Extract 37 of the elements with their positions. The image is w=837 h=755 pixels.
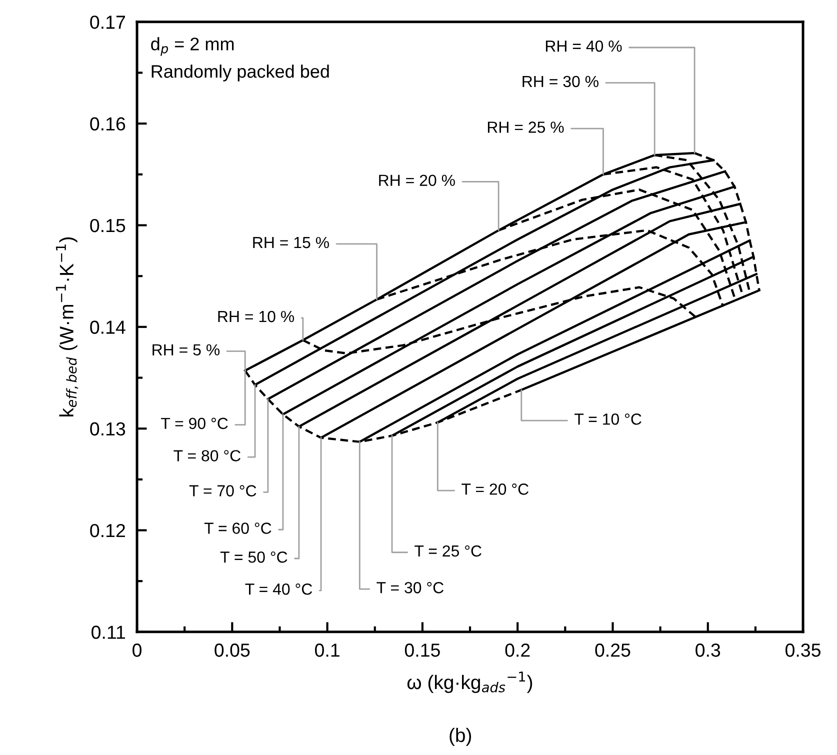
text: (b) (450, 728, 472, 746)
text: T = 20 °C (462, 484, 528, 495)
text: T = 80 °C (174, 450, 240, 462)
annotation: Randomly packed bed (152, 64, 329, 82)
text: RH = 30 % (522, 76, 598, 88)
x-tick-label: 0.3 (696, 644, 720, 657)
y-tick-label: 0.15 (90, 218, 126, 232)
text: T = 30 °C (376, 582, 444, 594)
y-tick-label: 0.13 (90, 422, 126, 436)
x-axis-title: ω (kg·kg$_{ads}$$^{−1}$) (407, 672, 532, 694)
x-tick-label: 0.35 (786, 644, 820, 657)
text: T = 70 °C (189, 485, 256, 496)
x-tick-label: 0.15 (404, 644, 440, 657)
x-tick-label: 0 (132, 644, 142, 657)
text: RH = 20 % (379, 174, 455, 186)
text: T = 10 °C (574, 413, 642, 425)
text: T = 50 °C (220, 551, 288, 563)
y-tick-label: 0.14 (90, 320, 126, 334)
y-axis-title: k$_{eff,bed}$ (W·m$^{−1}$·K$^{−1}$) (56, 237, 78, 416)
y-tick-label: 0.17 (90, 16, 125, 29)
y-tick-label: 0.11 (92, 626, 125, 639)
series-label: RH = 10 % (218, 310, 294, 322)
y-tick-label: 0.16 (90, 117, 126, 131)
annotation: d$_{p}$ = 2 mm (151, 37, 234, 56)
text: RH = 25 % (488, 122, 564, 133)
x-tick-label: 0.25 (595, 644, 630, 657)
y-tick-label: 0.12 (90, 524, 125, 538)
text: T = 40 °C (245, 583, 312, 595)
text: RH = 15 % (253, 236, 329, 248)
x-tick-label: 0.1 (315, 644, 340, 657)
series-label: RH = 5 % (152, 344, 220, 356)
text: T = 90 °C (160, 418, 228, 430)
x-tick-label: 0.2 (505, 644, 530, 657)
text: RH = 40 % (546, 40, 622, 52)
x-tick-label: 0.05 (214, 644, 250, 657)
text: T = 60 °C (204, 522, 272, 534)
text: T = 25 °C (414, 545, 482, 557)
